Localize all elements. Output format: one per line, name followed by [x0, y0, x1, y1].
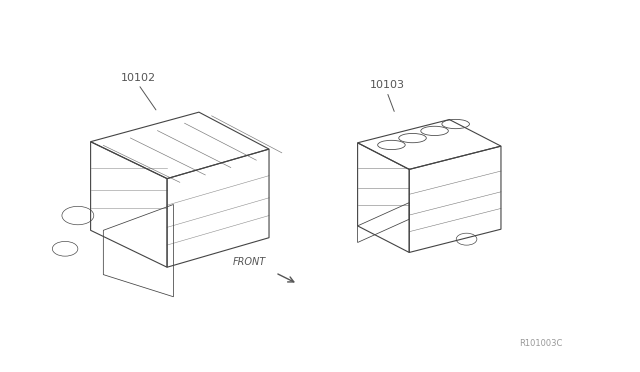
Text: FRONT: FRONT [232, 257, 266, 267]
Text: R101003C: R101003C [519, 340, 562, 349]
Text: 10102: 10102 [121, 73, 156, 83]
Text: 10103: 10103 [369, 80, 404, 90]
